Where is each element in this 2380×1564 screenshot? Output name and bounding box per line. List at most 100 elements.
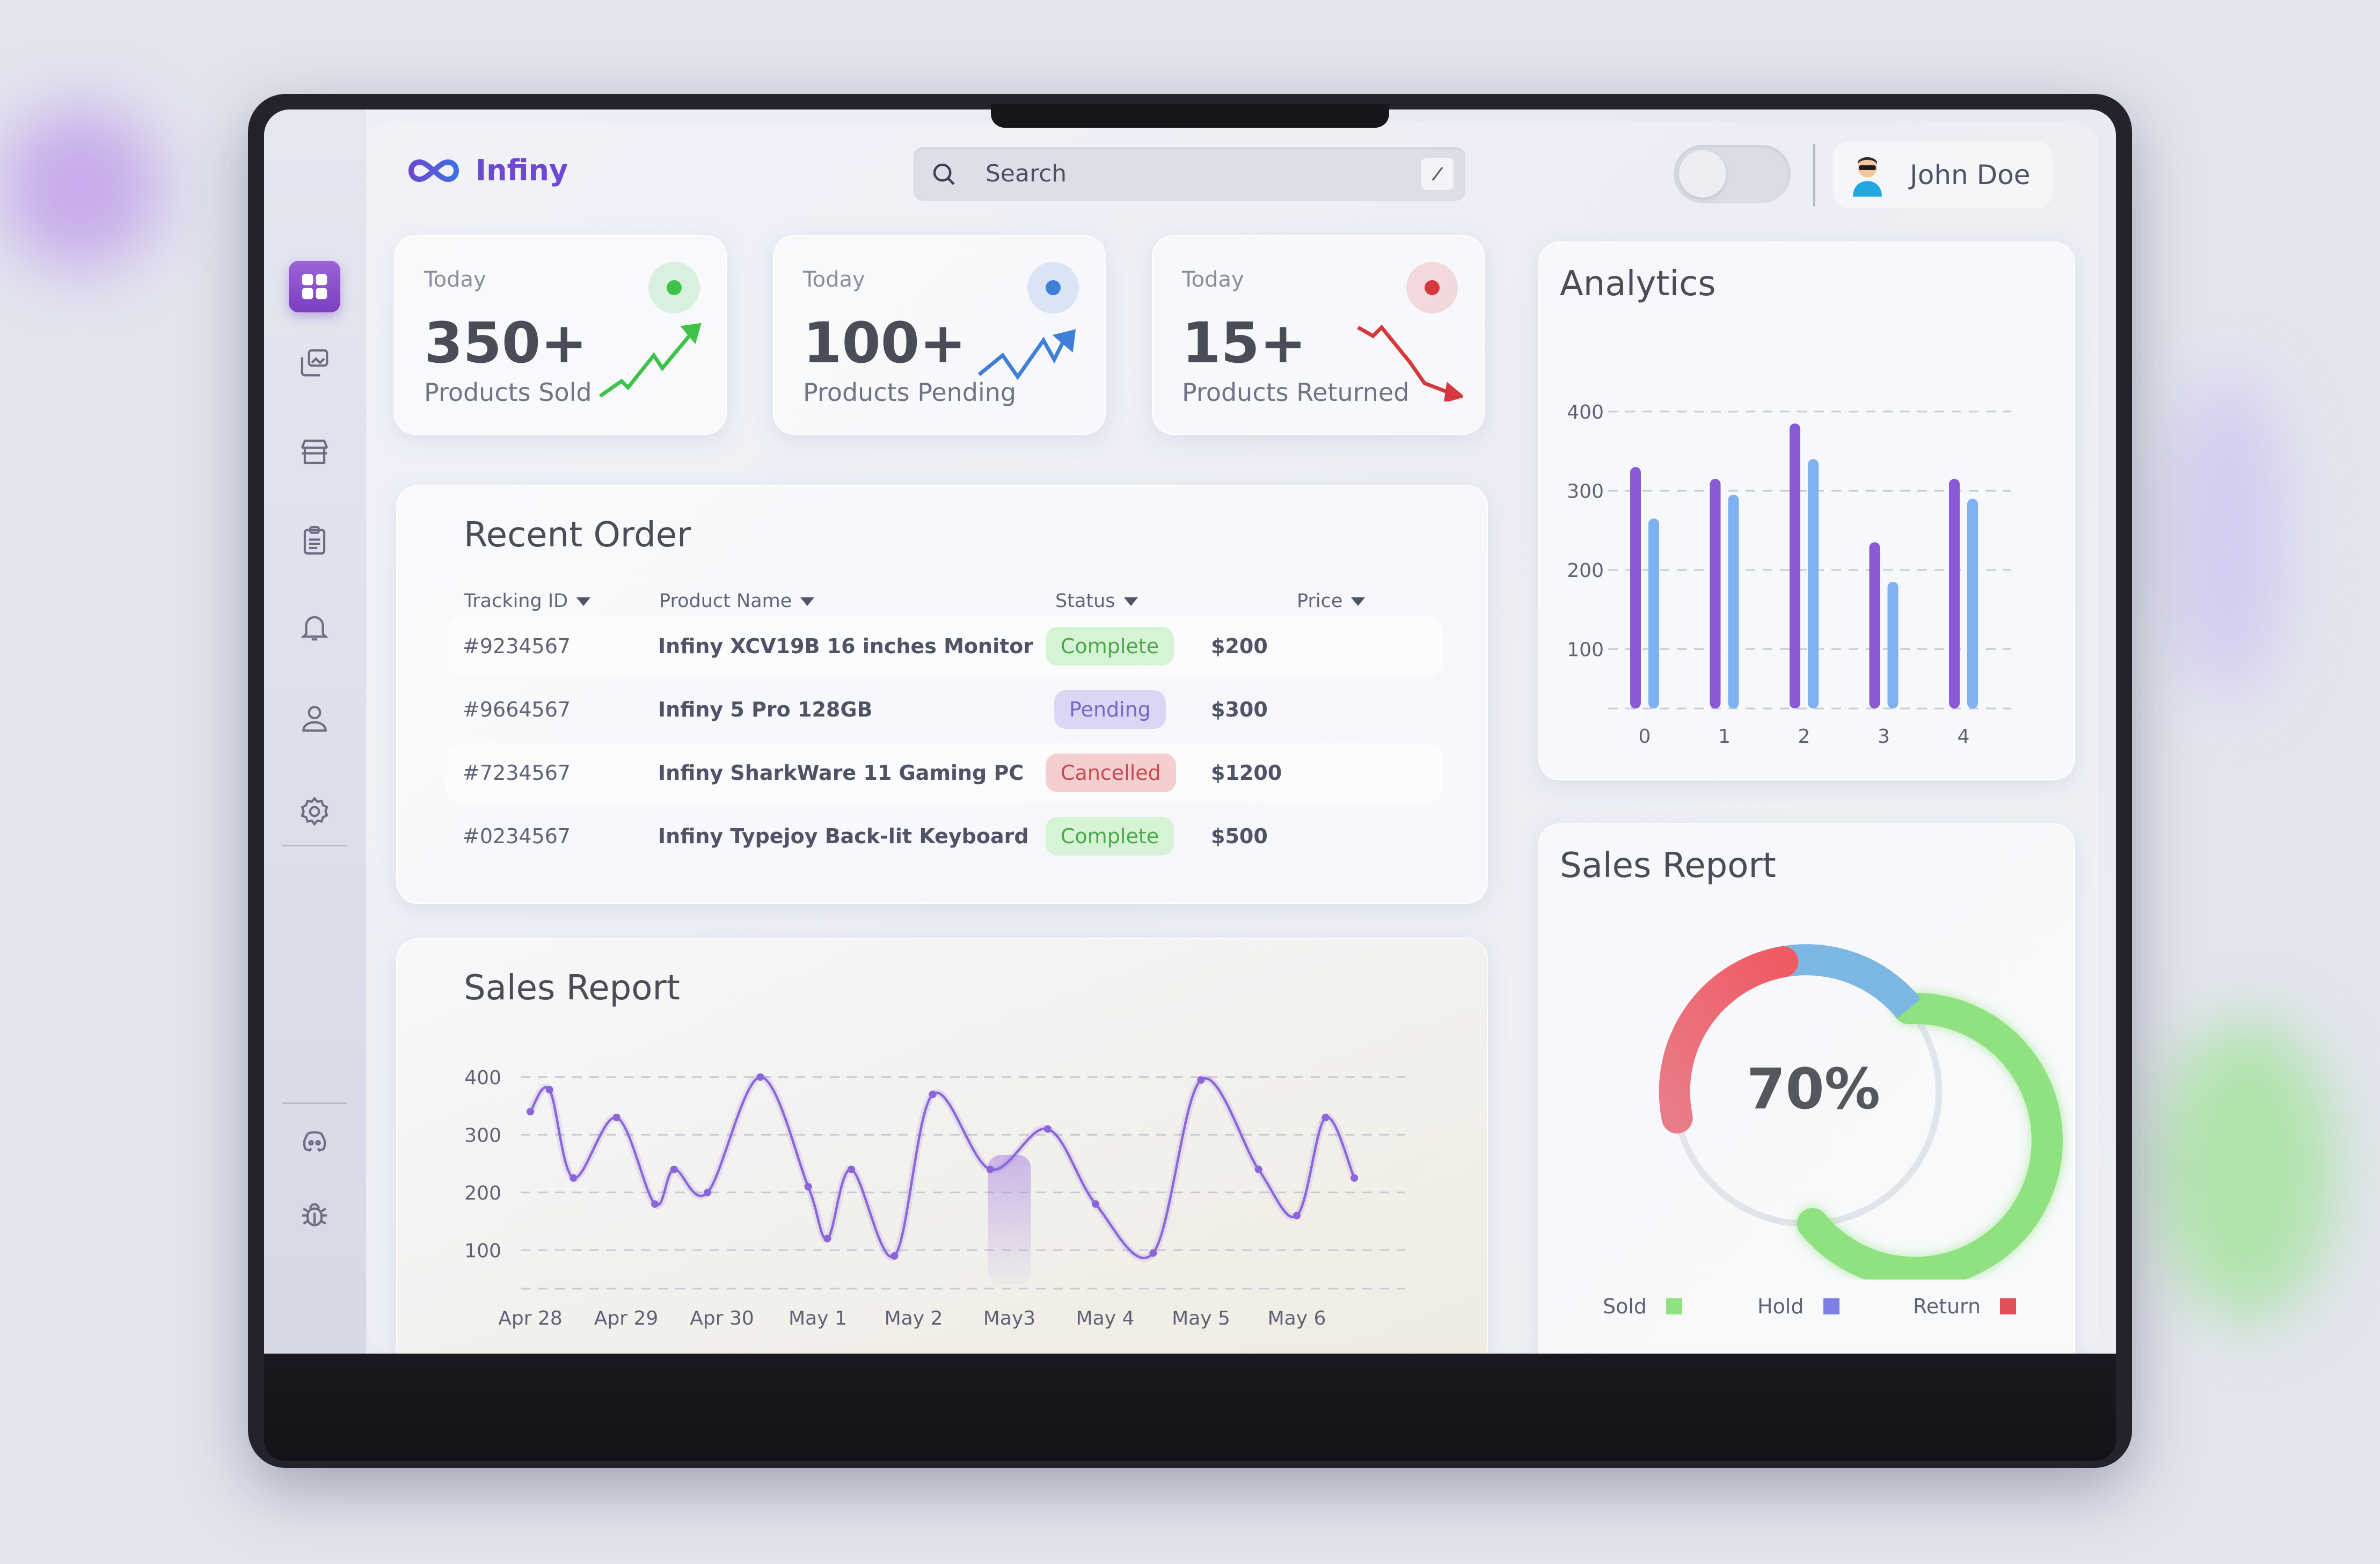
infinity-logo-icon bbox=[408, 159, 459, 182]
stat-label: Products Sold bbox=[424, 378, 592, 407]
tracking-id: #9234567 bbox=[463, 634, 571, 658]
bar bbox=[1790, 423, 1800, 708]
column-header-product-name[interactable]: Product Name bbox=[659, 590, 815, 612]
bar bbox=[1630, 467, 1641, 708]
product-name: Infiny SharkWare 11 Gaming PC bbox=[658, 761, 1024, 785]
status-dot-icon bbox=[1406, 262, 1458, 313]
price: $500 bbox=[1211, 824, 1268, 848]
data-point bbox=[704, 1188, 712, 1196]
discord-icon[interactable] bbox=[289, 1116, 340, 1168]
column-header-tracking-id[interactable]: Tracking ID bbox=[464, 590, 591, 612]
status-dot-icon bbox=[648, 262, 700, 313]
column-header-status[interactable]: Status bbox=[1055, 590, 1138, 612]
stat-period: Today bbox=[803, 267, 865, 292]
laptop-bezel-bottom bbox=[264, 1354, 2116, 1461]
analytics-title: Analytics bbox=[1560, 264, 1716, 304]
donut-center-label: 70% bbox=[1747, 1056, 1880, 1122]
theme-toggle[interactable] bbox=[1674, 145, 1791, 203]
legend-swatch-return bbox=[2000, 1298, 2017, 1314]
data-point bbox=[527, 1108, 534, 1116]
caret-down-icon bbox=[576, 597, 591, 606]
y-tick-label: 100 bbox=[464, 1240, 501, 1262]
caret-down-icon bbox=[1123, 597, 1138, 606]
bar bbox=[1967, 499, 1978, 708]
search-bar[interactable]: Search bbox=[914, 147, 1465, 201]
data-point bbox=[1350, 1174, 1359, 1182]
x-tick-label: May 4 bbox=[1076, 1307, 1135, 1329]
x-tick-label: May 5 bbox=[1172, 1307, 1230, 1329]
legend-item-hold: Hold bbox=[1757, 1295, 1839, 1318]
y-tick-label: 200 bbox=[464, 1182, 501, 1204]
product-name: Infiny Typejoy Back-lit Keyboard bbox=[658, 824, 1029, 848]
bug-icon[interactable] bbox=[289, 1188, 340, 1240]
table-row[interactable]: #0234567 Infiny Typejoy Back-lit Keyboar… bbox=[447, 806, 1443, 866]
brand-logo[interactable]: Infiny bbox=[405, 154, 568, 187]
stat-value: 350+ bbox=[424, 310, 588, 376]
column-header-price[interactable]: Price bbox=[1297, 590, 1366, 612]
clipboard-icon[interactable] bbox=[289, 515, 340, 567]
background-blob bbox=[2169, 376, 2287, 698]
user-profile[interactable]: John Doe bbox=[1833, 142, 2053, 208]
bar bbox=[1869, 542, 1880, 708]
stat-card-returned[interactable]: Today 15+ Products Returned bbox=[1152, 235, 1485, 435]
x-tick-label: May3 bbox=[983, 1307, 1035, 1329]
tracking-id: #7234567 bbox=[463, 761, 571, 785]
status-badge: Complete bbox=[1046, 627, 1174, 666]
stat-value: 15+ bbox=[1182, 310, 1306, 376]
stat-card-pending[interactable]: Today 100+ Products Pending bbox=[773, 235, 1106, 435]
x-tick-label: May 2 bbox=[885, 1307, 943, 1329]
legend-swatch-hold bbox=[1823, 1298, 1839, 1314]
y-tick-label: 100 bbox=[1567, 639, 1604, 661]
search-input[interactable]: Search bbox=[985, 160, 1067, 187]
table-row[interactable]: #9234567 Infiny XCV19B 16 inches Monitor… bbox=[447, 616, 1443, 676]
data-point bbox=[1293, 1211, 1301, 1219]
table-row[interactable]: #7234567 Infiny SharkWare 11 Gaming PC C… bbox=[447, 743, 1443, 803]
stat-card-sold[interactable]: Today 350+ Products Sold bbox=[394, 235, 727, 435]
donut-slice-hold bbox=[1780, 944, 1921, 1019]
data-point bbox=[1149, 1249, 1157, 1257]
stat-period: Today bbox=[424, 267, 486, 292]
x-tick-label: 3 bbox=[1878, 726, 1890, 748]
trend-up-icon bbox=[598, 323, 702, 398]
data-point bbox=[1254, 1165, 1262, 1173]
bell-icon[interactable] bbox=[289, 601, 340, 653]
store-icon[interactable] bbox=[289, 426, 340, 478]
data-point bbox=[986, 1165, 994, 1173]
sales-report-donut-title: Sales Report bbox=[1560, 846, 1776, 886]
x-tick-label: 2 bbox=[1798, 726, 1810, 748]
gear-icon[interactable] bbox=[289, 786, 340, 837]
background-blob bbox=[2158, 1020, 2335, 1320]
stat-label: Products Pending bbox=[803, 378, 1017, 407]
trend-mixed-icon bbox=[977, 329, 1076, 381]
bar bbox=[1949, 479, 1960, 708]
data-point bbox=[890, 1252, 899, 1260]
y-tick-label: 300 bbox=[1567, 480, 1604, 502]
caret-down-icon bbox=[1351, 597, 1366, 606]
avatar bbox=[1853, 157, 1882, 197]
brand-name: Infiny bbox=[476, 154, 568, 187]
header-divider bbox=[1813, 144, 1815, 206]
x-tick-label: 1 bbox=[1718, 726, 1731, 748]
table-row[interactable]: #9664567 Infiny 5 Pro 128GB Pending $300 bbox=[447, 679, 1443, 740]
sales-report-donut-card: Sales Report 70% bbox=[1538, 823, 2075, 1354]
data-point bbox=[847, 1165, 855, 1173]
toggle-knob bbox=[1679, 150, 1726, 198]
dashboard-icon[interactable] bbox=[289, 261, 340, 312]
trend-down-icon bbox=[1357, 324, 1463, 401]
product-name: Infiny XCV19B 16 inches Monitor bbox=[658, 634, 1034, 658]
dashboard-screen: Infiny Search John Doe Today 350+ Produc… bbox=[264, 109, 2116, 1354]
x-tick-label: Apr 29 bbox=[594, 1307, 659, 1329]
analytics-bar-chart: 100 200 300 400 0 1 2 3 4 bbox=[1567, 401, 2011, 748]
stat-period: Today bbox=[1182, 267, 1244, 292]
gallery-icon[interactable] bbox=[289, 337, 340, 389]
sidebar-divider bbox=[282, 845, 347, 846]
tracking-id: #0234567 bbox=[463, 824, 571, 848]
sales-line-chart: 100 200 300 400 Apr 28 Apr 29 Apr 30 May 1 May 2… bbox=[464, 1067, 1405, 1329]
price: $200 bbox=[1211, 634, 1268, 658]
x-tick-label: Apr 30 bbox=[690, 1307, 754, 1329]
data-point bbox=[570, 1174, 578, 1182]
data-point bbox=[1322, 1114, 1330, 1121]
sales-report-title: Sales Report bbox=[464, 968, 680, 1008]
caret-down-icon bbox=[800, 597, 815, 606]
user-icon[interactable] bbox=[289, 692, 340, 744]
